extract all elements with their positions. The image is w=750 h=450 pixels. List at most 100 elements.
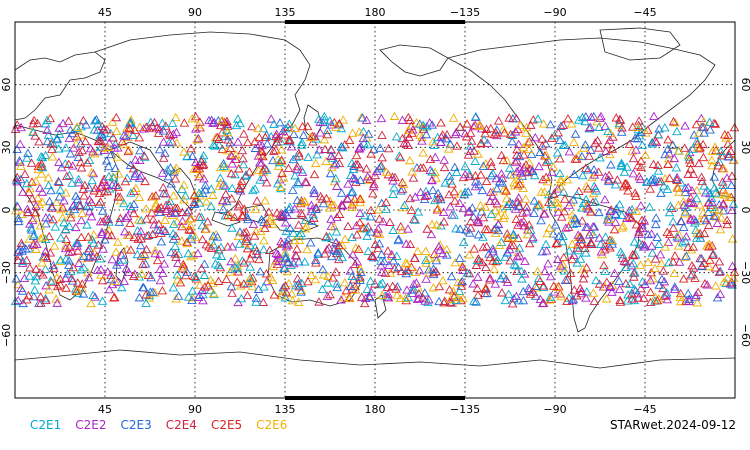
obs-marker xyxy=(493,219,504,228)
obs-marker xyxy=(543,155,554,165)
obs-marker xyxy=(558,259,568,269)
obs-marker xyxy=(171,294,181,303)
obs-marker xyxy=(233,267,243,276)
obs-marker xyxy=(201,197,212,206)
obs-marker xyxy=(179,147,189,156)
obs-marker xyxy=(669,153,680,163)
obs-marker xyxy=(677,238,688,247)
obs-marker xyxy=(490,205,501,215)
obs-marker xyxy=(233,114,243,123)
obs-marker xyxy=(110,276,120,285)
obs-marker xyxy=(542,228,552,238)
obs-marker xyxy=(297,210,308,219)
obs-marker xyxy=(283,163,294,172)
obs-marker xyxy=(676,216,687,226)
obs-marker xyxy=(372,228,382,237)
obs-marker xyxy=(660,242,671,251)
obs-marker xyxy=(699,213,709,223)
obs-marker xyxy=(674,230,684,239)
obs-marker xyxy=(389,111,400,120)
obs-marker xyxy=(51,294,61,303)
obs-marker xyxy=(41,219,51,228)
obs-marker xyxy=(455,122,465,131)
obs-marker xyxy=(639,216,650,225)
obs-marker xyxy=(628,153,639,163)
obs-marker xyxy=(41,280,51,290)
obs-marker xyxy=(347,271,357,280)
obs-marker xyxy=(239,228,249,237)
obs-marker xyxy=(71,139,81,148)
obs-marker xyxy=(106,230,117,240)
obs-marker xyxy=(88,168,99,178)
obs-marker xyxy=(226,256,236,266)
obs-marker xyxy=(81,201,92,211)
obs-marker xyxy=(16,122,26,132)
obs-marker xyxy=(702,280,712,289)
obs-marker xyxy=(363,222,373,231)
obs-marker xyxy=(611,204,622,213)
obs-marker xyxy=(567,254,578,264)
obs-marker xyxy=(199,259,210,268)
obs-marker xyxy=(355,194,365,203)
obs-marker xyxy=(528,166,538,175)
obs-marker xyxy=(585,207,596,216)
obs-marker xyxy=(428,185,438,194)
obs-marker xyxy=(144,123,155,133)
obs-marker xyxy=(227,159,237,168)
obs-marker xyxy=(421,255,431,264)
obs-marker xyxy=(568,294,579,304)
obs-marker xyxy=(237,210,248,219)
obs-marker xyxy=(107,254,117,264)
obs-marker xyxy=(633,229,644,238)
obs-marker xyxy=(218,158,229,168)
obs-marker xyxy=(388,256,399,265)
obs-marker xyxy=(355,272,365,281)
obs-marker xyxy=(400,258,411,267)
obs-marker xyxy=(242,290,253,299)
obs-marker xyxy=(623,186,633,195)
obs-marker xyxy=(552,282,562,292)
obs-marker xyxy=(464,250,474,259)
obs-marker xyxy=(520,256,530,265)
obs-marker xyxy=(46,201,57,211)
obs-marker xyxy=(481,262,491,271)
obs-marker xyxy=(347,202,357,212)
obs-marker xyxy=(562,275,573,284)
obs-marker xyxy=(368,181,379,191)
obs-marker xyxy=(535,276,545,286)
obs-marker xyxy=(428,269,439,279)
obs-marker xyxy=(523,167,533,177)
obs-marker xyxy=(154,144,165,154)
obs-marker xyxy=(502,277,513,286)
legend-item-c2e1: C2E1 xyxy=(30,418,62,432)
obs-marker xyxy=(194,171,205,181)
obs-marker xyxy=(688,242,698,251)
obs-marker xyxy=(113,182,124,191)
obs-marker xyxy=(72,278,83,287)
obs-marker xyxy=(409,214,419,224)
obs-marker xyxy=(669,268,680,277)
obs-marker xyxy=(569,169,579,178)
obs-marker xyxy=(55,274,66,283)
obs-marker xyxy=(704,117,715,126)
obs-marker xyxy=(32,239,42,249)
obs-marker xyxy=(53,176,64,186)
obs-marker xyxy=(590,197,601,206)
obs-marker xyxy=(686,215,696,224)
obs-marker xyxy=(365,174,375,184)
obs-marker xyxy=(15,174,26,184)
obs-marker xyxy=(636,162,646,171)
obs-marker xyxy=(566,119,577,128)
obs-marker xyxy=(446,271,457,281)
obs-marker xyxy=(177,216,188,225)
obs-marker xyxy=(245,262,255,271)
obs-marker xyxy=(630,285,641,295)
obs-marker xyxy=(365,276,376,285)
obs-marker xyxy=(30,207,41,217)
obs-marker xyxy=(37,187,48,196)
obs-marker xyxy=(128,208,139,218)
obs-marker xyxy=(227,288,237,297)
obs-marker xyxy=(90,292,100,301)
obs-marker xyxy=(241,227,252,236)
obs-marker xyxy=(220,211,231,220)
